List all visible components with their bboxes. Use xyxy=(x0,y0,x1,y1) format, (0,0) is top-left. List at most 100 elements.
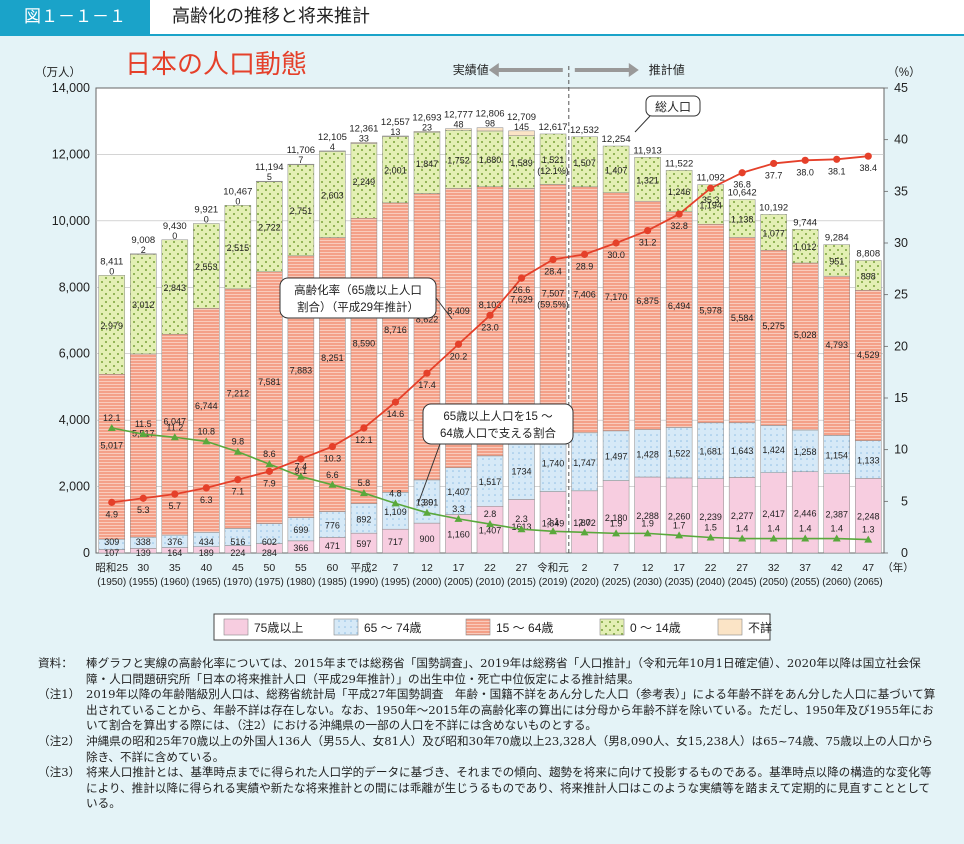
y-right-tick-label: 10 xyxy=(894,443,908,457)
y-right-axis-label: （%） xyxy=(887,66,920,79)
aging-rate-point xyxy=(801,156,809,164)
aging-rate-label: 31.2 xyxy=(639,238,657,248)
support-ratio-point xyxy=(706,533,715,541)
label-15-64: 4,793 xyxy=(825,340,848,350)
aging-rate-label: 6.3 xyxy=(200,495,213,505)
support-ratio-label: 9.8 xyxy=(232,437,245,447)
label-75plus: 1,407 xyxy=(479,526,502,536)
label-75plus: 107 xyxy=(104,548,119,558)
y-right-tick-label: 5 xyxy=(901,494,908,508)
x-tick-year: (2005) xyxy=(444,577,473,588)
y-tick-label: 6,000 xyxy=(59,347,90,361)
bar-65-74 xyxy=(571,432,598,492)
label-65-74: 1,517 xyxy=(479,477,502,487)
label-0-14: 1,507 xyxy=(573,158,596,168)
bar-0-14 xyxy=(98,275,126,375)
bar-0-14 xyxy=(130,253,157,355)
label-unknown: 2 xyxy=(141,245,146,255)
y-axis-label: （万人） xyxy=(35,66,81,79)
aging-rate-label: 37.7 xyxy=(765,170,783,180)
aging-rate-label: 30.0 xyxy=(607,250,625,260)
x-tick-label: 7 xyxy=(613,562,619,574)
y-right-tick-label: 30 xyxy=(894,236,908,250)
support-ratio-label: 1.5 xyxy=(704,523,717,533)
label-75plus: 2,417 xyxy=(762,509,785,519)
y-right-tick-label: 25 xyxy=(894,288,908,302)
label-15-64: 6,047 xyxy=(164,417,187,427)
label-15-64: 5,584 xyxy=(731,313,754,323)
aging-rate-point xyxy=(580,250,589,258)
x-tick-label: 17 xyxy=(453,562,465,574)
label-75plus: 900 xyxy=(419,534,434,544)
note-label: （注3） xyxy=(38,765,81,780)
support-ratio-point xyxy=(170,433,179,441)
bar-0-14 xyxy=(287,164,315,257)
support-ratio-label: 5.8 xyxy=(358,478,371,488)
aging-rate-label: 7.1 xyxy=(232,487,245,497)
label-15-64: 8,716 xyxy=(384,325,407,335)
label-15-64: 8,590 xyxy=(353,339,376,349)
aging-rate-label: 14.6 xyxy=(387,409,405,419)
bar-0-14 xyxy=(508,135,535,189)
x-tick-year: (2040) xyxy=(696,577,725,588)
label-75plus: 139 xyxy=(136,548,151,558)
y-right-tick-label: 35 xyxy=(894,184,908,198)
label-65-74: 892 xyxy=(356,514,371,524)
label-15-64: 8,622 xyxy=(416,314,439,324)
aging-rate-point xyxy=(833,155,841,163)
support-ratio-point xyxy=(549,527,558,535)
label-75plus: 2,248 xyxy=(857,512,880,522)
arrow-left-icon xyxy=(488,63,563,77)
bar-15-64 xyxy=(823,275,850,436)
bar-0-14 xyxy=(791,229,819,264)
bar-0-14 xyxy=(602,145,630,193)
support-ratio-label: 1.9 xyxy=(610,518,623,528)
support-callout-box xyxy=(422,403,574,445)
note-text: 棒グラフと実線の高齢化率については、2015年までは総務省「国勢調査」、2019… xyxy=(86,656,921,686)
y-tick-label: 0 xyxy=(83,546,90,560)
support-ratio-label: 1.4 xyxy=(830,524,843,534)
support-ratio-point xyxy=(612,529,621,537)
support-ratio-label: 8.6 xyxy=(263,449,276,459)
x-tick-year: (1950) xyxy=(97,577,126,588)
aging-callout-line1: 高齢化率（65歳以上人口 xyxy=(294,283,422,297)
label-0-14: 2,515 xyxy=(227,243,250,253)
label-15-64: 7,581 xyxy=(258,377,281,387)
total-callout-box xyxy=(645,95,701,117)
label-0-14: 1,194 xyxy=(699,200,722,210)
bar-0-14 xyxy=(823,244,850,277)
bar-unknown xyxy=(382,135,409,137)
figure-title: 高齢化の推移と将来推計 xyxy=(172,6,370,27)
legend-label: 65 ～ 74歳 xyxy=(364,621,421,635)
figure-header: 図１－１－１ 高齢化の推移と将来推計 xyxy=(0,0,964,36)
label-unknown: 0 xyxy=(204,215,209,225)
x-tick-year: (1985) xyxy=(318,577,347,588)
label-0-14: 2,603 xyxy=(321,190,344,200)
x-tick-label: 7 xyxy=(393,562,399,574)
legend-label: 0 ～ 14歳 xyxy=(630,621,681,635)
support-ratio-point xyxy=(296,472,305,480)
bar-unknown xyxy=(413,131,441,133)
label-65-74: 1,740 xyxy=(542,459,565,469)
bar-0-14 xyxy=(697,184,724,225)
x-tick-label: 平成2 xyxy=(350,562,377,574)
label-65-74: 1,301 xyxy=(416,498,439,508)
y-tick-label: 10,000 xyxy=(52,214,90,228)
label-0-14: 2,722 xyxy=(258,223,281,233)
aging-rate-point xyxy=(360,424,368,432)
support-ratio-point xyxy=(832,534,841,542)
x-tick-year: (1965) xyxy=(192,577,221,588)
x-tick-year: (2015) xyxy=(507,577,536,588)
label-total: 11,913 xyxy=(633,145,661,156)
label-unknown: 0 xyxy=(109,266,114,276)
bar-unknown xyxy=(319,150,346,152)
bar-75plus xyxy=(571,490,598,554)
x-tick-year: (1980) xyxy=(286,577,315,588)
aging-rate-point xyxy=(517,274,526,282)
legend-label: 不詳 xyxy=(748,620,772,635)
note-text: 2019年以降の年齢階級別人口は、総務省統計局「平成27年国勢調査 年齢・国籍不… xyxy=(86,687,936,733)
x-tick-year: (2055) xyxy=(791,577,820,588)
bar-unknown xyxy=(130,253,157,255)
support-ratio-point xyxy=(801,534,810,542)
label-75plus: 2,277 xyxy=(731,511,754,521)
